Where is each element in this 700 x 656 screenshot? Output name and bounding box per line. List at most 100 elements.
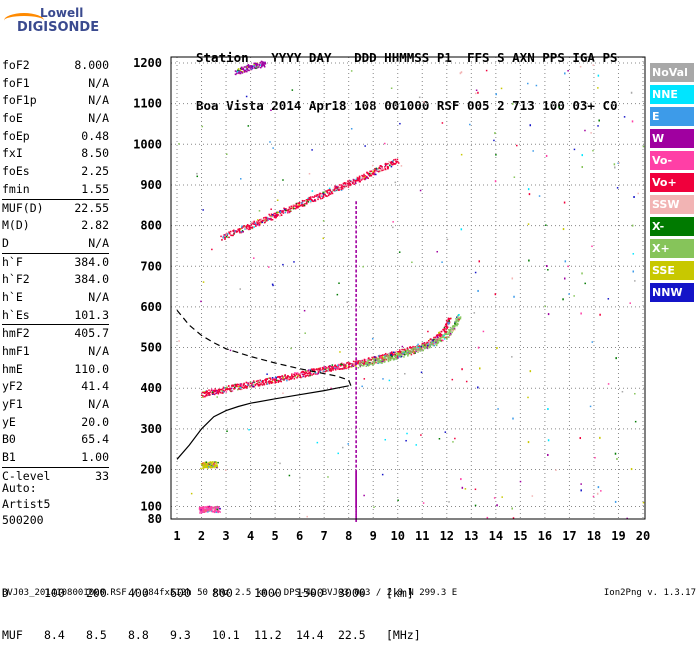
echo-point <box>261 62 264 65</box>
echo-point <box>332 369 334 371</box>
echo-point <box>371 362 374 365</box>
noise-point <box>200 300 202 303</box>
echo-point <box>363 358 366 361</box>
echo-point <box>316 194 319 196</box>
echo-point <box>362 176 364 178</box>
echo-point <box>288 210 291 213</box>
echo-point <box>435 343 437 345</box>
noise-point <box>567 70 569 72</box>
echo-point <box>261 379 264 382</box>
echo-point <box>412 347 414 350</box>
echo-point <box>252 385 255 388</box>
echo-point <box>342 185 345 188</box>
echo-point <box>226 387 228 389</box>
echo-point <box>245 70 248 73</box>
echo-point <box>237 385 240 388</box>
vertical-echo-point <box>355 514 357 517</box>
echo-point <box>440 333 442 336</box>
noise-point <box>528 193 531 196</box>
echo-point <box>257 219 259 221</box>
param-row: foF1p N/A <box>2 92 109 110</box>
noise-point <box>178 340 180 342</box>
param-name: h`Es <box>2 307 30 322</box>
vertical-echo-point <box>355 464 357 468</box>
echo-point <box>362 360 364 363</box>
echo-point <box>384 168 387 171</box>
vertical-echo-point <box>355 519 357 522</box>
echo-point <box>268 213 270 216</box>
echo-point <box>202 506 205 509</box>
echo-point <box>383 359 385 361</box>
echo-point <box>377 169 379 172</box>
noise-point <box>247 125 250 127</box>
echo-point <box>287 208 290 211</box>
echo-point <box>302 203 304 206</box>
echo-point <box>325 195 327 197</box>
echo-point <box>336 189 338 191</box>
distance-value: 400 <box>128 586 149 600</box>
echo-point <box>417 348 420 350</box>
echo-point <box>385 162 387 165</box>
echo-point <box>356 362 358 364</box>
noise-point <box>282 179 284 181</box>
echo-point <box>208 392 210 394</box>
echo-point <box>447 322 449 324</box>
echo-point <box>406 353 408 355</box>
param-value: 110.0 <box>74 361 109 376</box>
echo-point <box>286 379 288 382</box>
echo-point <box>307 370 309 372</box>
vertical-echo-point <box>355 371 357 375</box>
echo-point <box>385 165 387 167</box>
echo-point <box>435 341 437 344</box>
echo-point <box>444 327 446 330</box>
echo-point <box>355 178 358 180</box>
echo-point <box>433 338 435 341</box>
echo-point <box>439 339 442 342</box>
echo-point <box>459 316 462 318</box>
echo-point <box>309 368 312 371</box>
echo-point <box>217 391 219 394</box>
param-row: foF2 8.000 <box>2 57 109 75</box>
echo-point <box>337 186 340 188</box>
echo-point <box>216 506 218 508</box>
noise-point <box>547 269 549 271</box>
echo-point <box>293 207 295 210</box>
echo-point <box>336 185 338 188</box>
noise-point <box>614 500 617 503</box>
echo-point <box>270 381 272 383</box>
echo-point <box>204 463 206 466</box>
echo-point <box>377 168 379 171</box>
param-value: 8.000 <box>74 58 109 72</box>
noise-point <box>531 495 534 497</box>
echo-point <box>437 341 440 343</box>
noise-point <box>460 153 463 156</box>
echo-point <box>439 335 442 338</box>
echo-point <box>261 61 264 63</box>
echo-point <box>240 231 243 233</box>
echo-point <box>314 195 316 197</box>
echo-point <box>395 161 398 164</box>
noise-point <box>511 277 514 280</box>
echo-point <box>199 512 201 514</box>
noise-point <box>202 209 204 211</box>
echo-point <box>256 221 258 224</box>
echo-point <box>209 506 211 509</box>
echo-point <box>334 187 336 190</box>
echo-point <box>326 192 329 194</box>
noise-point <box>634 280 636 282</box>
echo-point <box>406 348 409 350</box>
echo-point <box>257 381 260 383</box>
echo-point <box>307 375 310 377</box>
echo-point <box>213 464 216 467</box>
noise-point <box>190 492 193 495</box>
echo-point <box>265 378 267 380</box>
param-value: 101.3 <box>74 307 109 322</box>
echo-point <box>398 355 401 358</box>
echo-point <box>420 349 423 352</box>
echo-point <box>303 373 305 376</box>
vertical-echo-point <box>355 357 357 361</box>
echo-point <box>302 200 304 202</box>
noise-point <box>591 341 594 343</box>
echo-point <box>399 354 401 356</box>
echo-point <box>382 360 384 363</box>
